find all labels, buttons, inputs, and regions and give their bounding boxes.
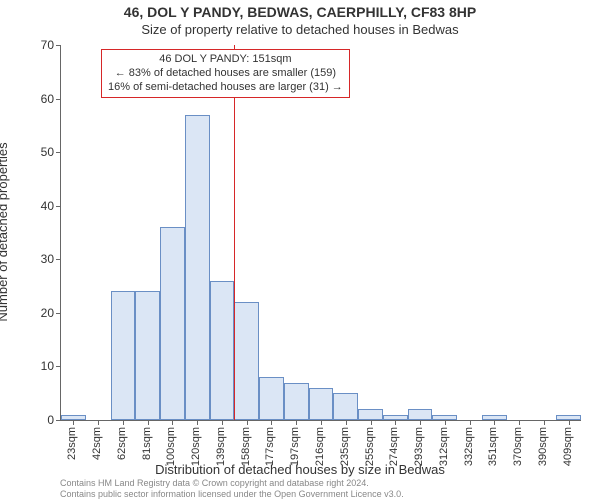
chart-container: 46, DOL Y PANDY, BEDWAS, CAERPHILLY, CF8… [0, 0, 600, 500]
xtick-mark [420, 420, 421, 425]
xtick-label: 293sqm [413, 427, 425, 466]
xtick-mark [73, 420, 74, 425]
ytick-label: 50 [24, 145, 54, 159]
xtick-mark [569, 420, 570, 425]
histogram-bar [309, 388, 334, 420]
ytick-mark [56, 206, 61, 207]
ytick-label: 10 [24, 359, 54, 373]
xtick-mark [445, 420, 446, 425]
xtick-mark [321, 420, 322, 425]
ytick-mark [56, 152, 61, 153]
xtick-label: 177sqm [264, 427, 276, 466]
ytick-mark [56, 366, 61, 367]
annotation-line1: 46 DOL Y PANDY: 151sqm [108, 53, 343, 67]
xtick-mark [296, 420, 297, 425]
xtick-mark [222, 420, 223, 425]
histogram-bar [284, 383, 309, 421]
annotation-line2: ← 83% of detached houses are smaller (15… [108, 67, 343, 81]
xtick-mark [148, 420, 149, 425]
ytick-mark [56, 45, 61, 46]
xtick-mark [544, 420, 545, 425]
xtick-label: 197sqm [289, 427, 301, 466]
ytick-label: 60 [24, 92, 54, 106]
footer-line2: Contains public sector information licen… [60, 489, 404, 499]
xtick-label: 62sqm [116, 427, 128, 460]
xtick-mark [172, 420, 173, 425]
xtick-label: 332sqm [463, 427, 475, 466]
xtick-mark [519, 420, 520, 425]
ytick-mark [56, 259, 61, 260]
xtick-mark [98, 420, 99, 425]
xtick-label: 139sqm [215, 427, 227, 466]
histogram-bar [358, 409, 383, 420]
xtick-label: 42sqm [91, 427, 103, 460]
footer-line1: Contains HM Land Registry data © Crown c… [60, 478, 404, 488]
xtick-label: 370sqm [512, 427, 524, 466]
annotation-line3: 16% of semi-detached houses are larger (… [108, 81, 343, 95]
xtick-label: 100sqm [165, 427, 177, 466]
ytick-label: 70 [24, 38, 54, 52]
histogram-bar [111, 291, 136, 420]
histogram-bar [259, 377, 284, 420]
ytick-mark [56, 99, 61, 100]
chart-subtitle: Size of property relative to detached ho… [0, 22, 600, 37]
histogram-bar [185, 115, 210, 420]
histogram-bar [234, 302, 259, 420]
xtick-mark [247, 420, 248, 425]
xtick-label: 255sqm [364, 427, 376, 466]
xtick-label: 23sqm [66, 427, 78, 460]
ytick-label: 0 [24, 413, 54, 427]
xtick-mark [123, 420, 124, 425]
xtick-mark [346, 420, 347, 425]
xtick-label: 409sqm [562, 427, 574, 466]
histogram-bar [408, 409, 433, 420]
ytick-label: 20 [24, 306, 54, 320]
ytick-label: 40 [24, 199, 54, 213]
xtick-mark [197, 420, 198, 425]
histogram-bar [135, 291, 160, 420]
histogram-bar [333, 393, 358, 420]
plot-area: 46 DOL Y PANDY: 151sqm ← 83% of detached… [60, 45, 581, 421]
y-axis-label: Number of detached properties [0, 142, 10, 321]
histogram-bar [210, 281, 235, 420]
xtick-mark [371, 420, 372, 425]
xtick-label: 81sqm [141, 427, 153, 460]
xtick-label: 120sqm [190, 427, 202, 466]
ytick-mark [56, 313, 61, 314]
xtick-label: 390sqm [537, 427, 549, 466]
xtick-label: 235sqm [339, 427, 351, 466]
histogram-bar [160, 227, 185, 420]
xtick-label: 312sqm [438, 427, 450, 466]
xtick-label: 351sqm [487, 427, 499, 466]
xtick-mark [494, 420, 495, 425]
xtick-mark [271, 420, 272, 425]
ytick-mark [56, 420, 61, 421]
xtick-label: 216sqm [314, 427, 326, 466]
xtick-label: 274sqm [388, 427, 400, 466]
annotation-box: 46 DOL Y PANDY: 151sqm ← 83% of detached… [101, 49, 350, 98]
footer-attribution: Contains HM Land Registry data © Crown c… [60, 478, 404, 499]
ytick-label: 30 [24, 252, 54, 266]
chart-title-address: 46, DOL Y PANDY, BEDWAS, CAERPHILLY, CF8… [0, 4, 600, 20]
xtick-label: 158sqm [240, 427, 252, 466]
xtick-mark [395, 420, 396, 425]
reference-line [234, 45, 235, 420]
xtick-mark [470, 420, 471, 425]
